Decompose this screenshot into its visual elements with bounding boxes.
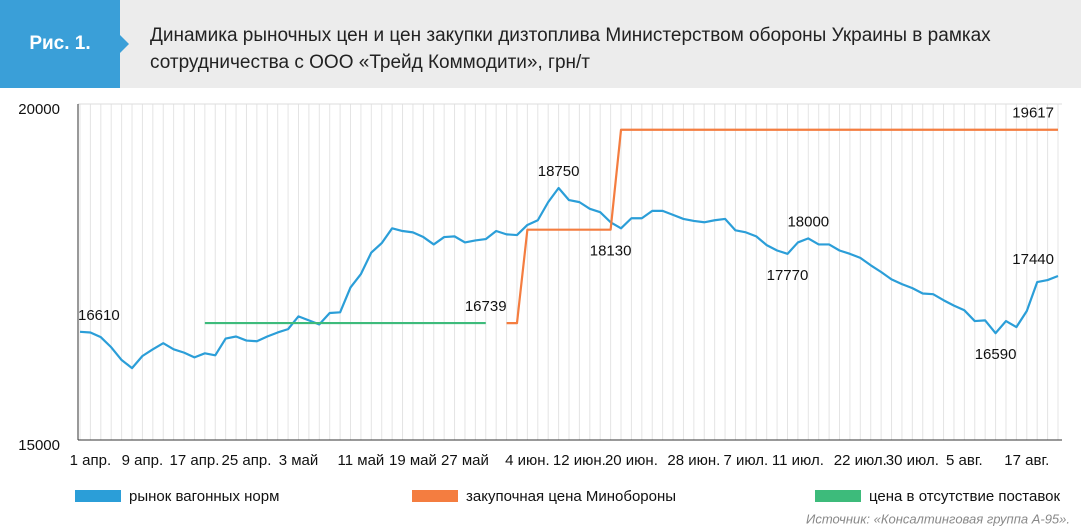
data-label: 16739	[465, 298, 507, 315]
x-tick-label: 17 апр.	[170, 452, 220, 469]
x-tick-label: 12 июн.	[553, 452, 606, 469]
data-label: 18750	[538, 163, 580, 180]
x-tick-label: 25 апр.	[222, 452, 272, 469]
data-label: 16590	[975, 346, 1017, 363]
series-line	[79, 186, 1059, 370]
legend-label: рынок вагонных норм	[129, 488, 279, 505]
x-tick-label: 27 май	[441, 452, 489, 469]
x-tick-label: 1 апр.	[70, 452, 111, 469]
legend-swatch	[75, 490, 121, 502]
legend-swatch	[815, 490, 861, 502]
chart-title: Динамика рыночных цен и цен закупки дизт…	[150, 25, 991, 73]
series-line	[506, 128, 1058, 325]
legend-label: цена в отсутствие поставок	[869, 488, 1060, 505]
x-tick-label: 20 июн.	[605, 452, 658, 469]
data-label: 17770	[767, 267, 809, 284]
source: Источник: «Консалтинговая группа А-95».	[806, 511, 1070, 526]
x-tick-label: 5 авг.	[946, 452, 983, 469]
data-label: 18130	[590, 243, 632, 260]
x-tick-label: 3 май	[279, 452, 319, 469]
data-label: 18000	[787, 213, 829, 230]
x-tick-label: 17 авг.	[1004, 452, 1049, 469]
legend-label: закупочная цена Минобороны	[466, 488, 676, 505]
x-tick-label: 19 май	[389, 452, 437, 469]
data-label: 19617	[1012, 105, 1054, 122]
figure-label: Рис. 1.	[0, 0, 129, 88]
x-tick-label: 7 июл.	[724, 452, 769, 469]
x-tick-label: 28 июн.	[667, 452, 720, 469]
y-tick-label: 15000	[18, 437, 60, 454]
x-tick-label: 11 май	[338, 452, 385, 469]
data-label: 16610	[78, 307, 120, 324]
x-tick-label: 11 июл.	[772, 452, 824, 469]
x-tick-label: 4 июн.	[505, 452, 550, 469]
x-tick-label: 9 апр.	[122, 452, 163, 469]
data-label: 17440	[1012, 251, 1054, 268]
header: Рис. 1. Динамика рыночных цен и цен заку…	[0, 0, 1081, 88]
legend-swatch	[412, 490, 458, 502]
y-tick-label: 20000	[18, 101, 60, 118]
x-tick-label: 22 июл.	[834, 452, 887, 469]
x-tick-label: 30 июл.	[886, 452, 939, 469]
